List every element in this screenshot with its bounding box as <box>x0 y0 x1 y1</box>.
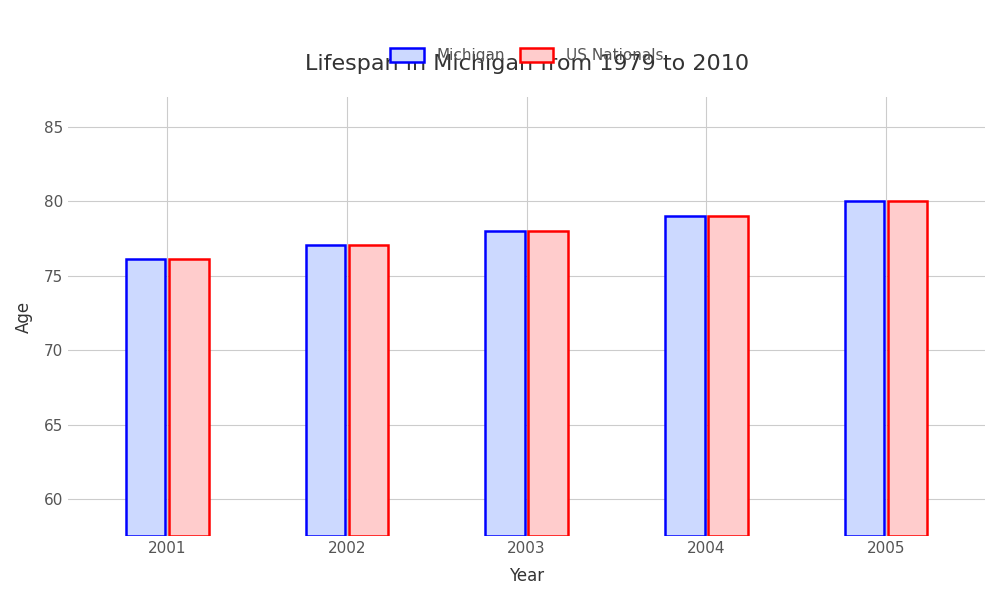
Title: Lifespan in Michigan from 1979 to 2010: Lifespan in Michigan from 1979 to 2010 <box>305 53 749 74</box>
Bar <box>126 259 165 536</box>
Bar <box>485 231 525 536</box>
Legend: Michigan, US Nationals: Michigan, US Nationals <box>390 48 663 63</box>
Bar <box>845 202 884 536</box>
Y-axis label: Age: Age <box>15 301 33 333</box>
Bar <box>349 245 388 536</box>
Bar <box>528 231 568 536</box>
Bar <box>708 217 748 536</box>
Bar <box>306 245 345 536</box>
Bar <box>169 259 209 536</box>
Bar <box>665 217 705 536</box>
X-axis label: Year: Year <box>509 567 544 585</box>
Bar <box>888 202 927 536</box>
